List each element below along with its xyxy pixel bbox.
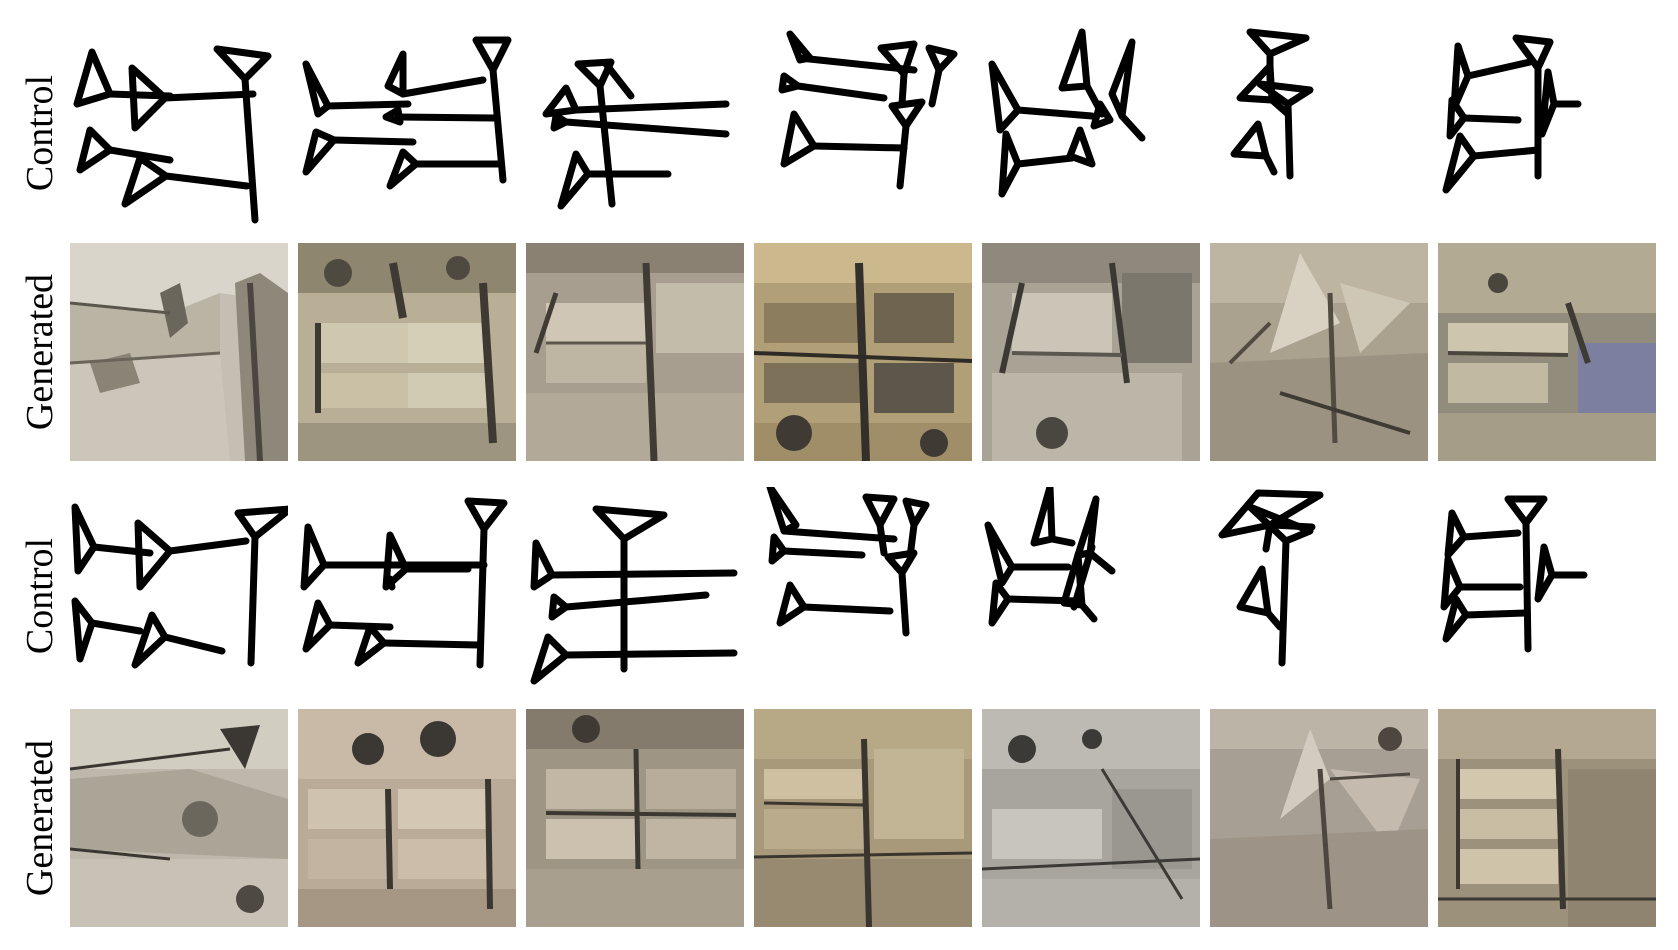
control-glyph: [70, 487, 288, 705]
control-glyph: [1438, 487, 1656, 705]
row-label-control-2: Control: [19, 537, 61, 655]
control-glyph: [1438, 24, 1656, 242]
generated-texture: [298, 709, 516, 927]
control-glyph: [526, 24, 744, 242]
generated-texture: [1210, 243, 1428, 461]
control-glyph: [982, 487, 1200, 705]
generated-texture: [982, 709, 1200, 927]
row-label-control-1: Control: [19, 74, 61, 192]
control-glyph: [754, 487, 972, 705]
generated-texture: [526, 709, 744, 927]
control-glyph: [526, 487, 744, 705]
generated-texture: [1438, 243, 1656, 461]
row-label-generated-1: Generated: [19, 273, 61, 431]
generated-texture: [1210, 709, 1428, 927]
control-glyph: [70, 24, 288, 242]
control-glyph: [1210, 487, 1428, 705]
generated-texture: [526, 243, 744, 461]
generated-texture: [70, 243, 288, 461]
control-glyph: [298, 24, 516, 242]
generated-texture: [70, 709, 288, 927]
row-label-generated-2: Generated: [19, 739, 61, 897]
control-glyph: [1210, 24, 1428, 242]
generated-texture: [298, 243, 516, 461]
generated-texture: [982, 243, 1200, 461]
generated-texture: [754, 243, 972, 461]
control-glyph: [298, 487, 516, 705]
control-glyph: [982, 24, 1200, 242]
generated-texture: [754, 709, 972, 927]
control-glyph: [754, 24, 972, 242]
generated-texture: [1438, 709, 1656, 927]
